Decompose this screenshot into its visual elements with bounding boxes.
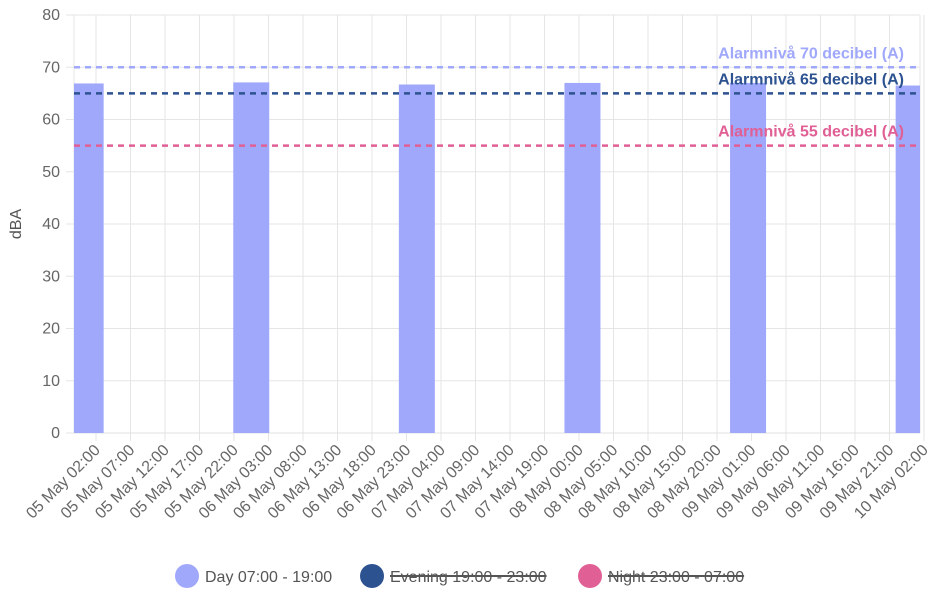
legend-swatch: [175, 564, 199, 588]
day-bar: [564, 82, 601, 434]
alarm-annotations: Alarmnivå 70 decibel (A) Alarmnivå 65 dec…: [74, 44, 920, 147]
alarm-label: Alarmnivå 65 decibel (A): [718, 70, 904, 88]
y-axis-title: dBA: [8, 209, 25, 240]
legend-item[interactable]: Night 23:00 - 07:00: [578, 564, 744, 588]
y-tick-label: 40: [42, 216, 60, 233]
legend-item[interactable]: Day 07:00 - 19:00: [175, 564, 332, 588]
day-bar: [398, 84, 435, 434]
legend-label: Evening 19:00 - 23:00: [390, 569, 547, 586]
y-tick-label: 10: [42, 373, 60, 390]
legend-label: Day 07:00 - 19:00: [205, 569, 332, 586]
y-tick-label: 20: [42, 321, 60, 338]
day-bar: [74, 83, 104, 433]
y-axis: 0 10 20 30 40 50 60 70 80: [42, 7, 60, 442]
day-bar: [730, 82, 767, 434]
bars: [74, 82, 920, 434]
legend-item[interactable]: Evening 19:00 - 23:00: [360, 564, 547, 588]
day-bar: [895, 85, 920, 433]
y-tick-label: 60: [42, 112, 60, 129]
y-tick-label: 70: [42, 59, 60, 76]
legend[interactable]: Day 07:00 - 19:00 Evening 19:00 - 23:00 Ni…: [175, 564, 744, 588]
legend-label: Night 23:00 - 07:00: [608, 569, 744, 586]
day-bar: [233, 82, 270, 433]
alarm-label: Alarmnivå 55 decibel (A): [718, 123, 904, 141]
y-tick-label: 50: [42, 164, 60, 181]
alarm-label: Alarmnivå 70 decibel (A): [718, 44, 904, 62]
y-tick-label: 80: [42, 7, 60, 24]
legend-swatch: [578, 564, 602, 588]
y-tick-label: 0: [51, 425, 60, 442]
legend-swatch: [360, 564, 384, 588]
y-tick-label: 30: [42, 268, 60, 285]
